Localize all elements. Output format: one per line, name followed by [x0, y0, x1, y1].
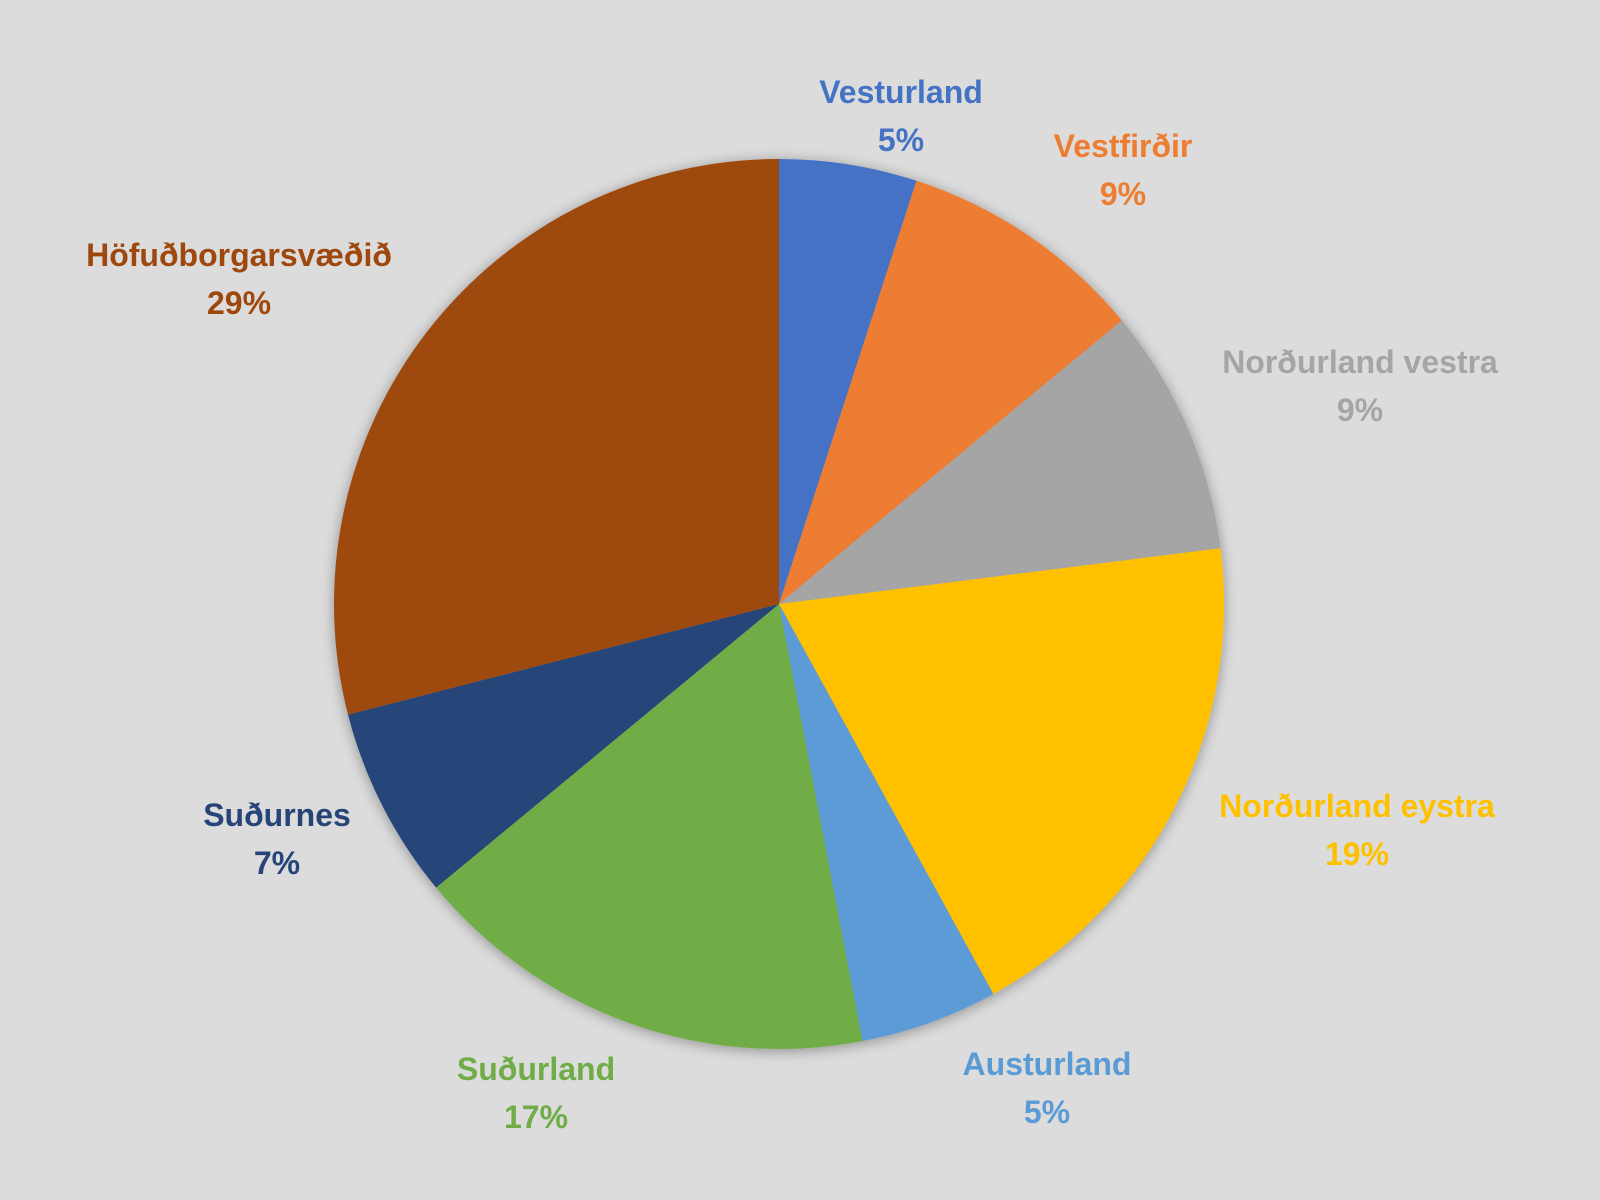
slice-name: Suðurland	[456, 1051, 616, 1087]
slice-label-vestfirdir: Vestfirðir 9%	[1054, 122, 1193, 218]
slice-percent: 29%	[206, 285, 272, 321]
slice-name: Suðurnes	[203, 797, 351, 833]
pie-slice-vesturland	[779, 159, 917, 604]
slice-label-austurland: Austurland 5%	[963, 1040, 1132, 1136]
slice-name: Vesturland	[819, 74, 983, 110]
pie-slice-austurland	[779, 604, 994, 1042]
slice-label-nordurland-vestra: Norðurland vestra 9%	[1222, 338, 1498, 434]
slice-name: Austurland	[962, 1046, 1132, 1082]
slice-percent: 9%	[1099, 176, 1147, 212]
pie-slice-norðurland-vestra	[779, 320, 1221, 604]
slice-label-sudurnes: Suðurnes 7%	[203, 791, 351, 887]
pie-slice-norðurland-eystra	[779, 548, 1224, 994]
slice-label-hofudborgarsvaedid: Höfuðborgarsvæðið 29%	[86, 231, 392, 327]
slice-percent: 5%	[877, 122, 925, 158]
slice-name: Vestfirðir	[1053, 128, 1193, 164]
slice-name: Höfuðborgarsvæðið	[86, 237, 392, 273]
slice-name: Norðurland eystra	[1219, 788, 1495, 824]
slice-percent: 19%	[1324, 836, 1390, 872]
slice-percent: 7%	[253, 845, 301, 881]
slice-percent: 17%	[503, 1099, 569, 1135]
pie-slice-suðurnes	[347, 604, 779, 888]
slice-name: Norðurland vestra	[1222, 344, 1498, 380]
slice-label-nordurland-eystra: Norðurland eystra 19%	[1219, 782, 1495, 878]
pie-slice-vestfirðir	[779, 180, 1122, 604]
slice-label-sudurland: Suðurland 17%	[457, 1045, 615, 1141]
pie-slice-höfuðborgarsvæðið	[334, 159, 779, 715]
slice-percent: 9%	[1336, 392, 1384, 428]
pie-slice-suðurland	[436, 604, 863, 1049]
slice-percent: 5%	[1023, 1094, 1071, 1130]
slice-label-vesturland: Vesturland 5%	[819, 68, 983, 164]
